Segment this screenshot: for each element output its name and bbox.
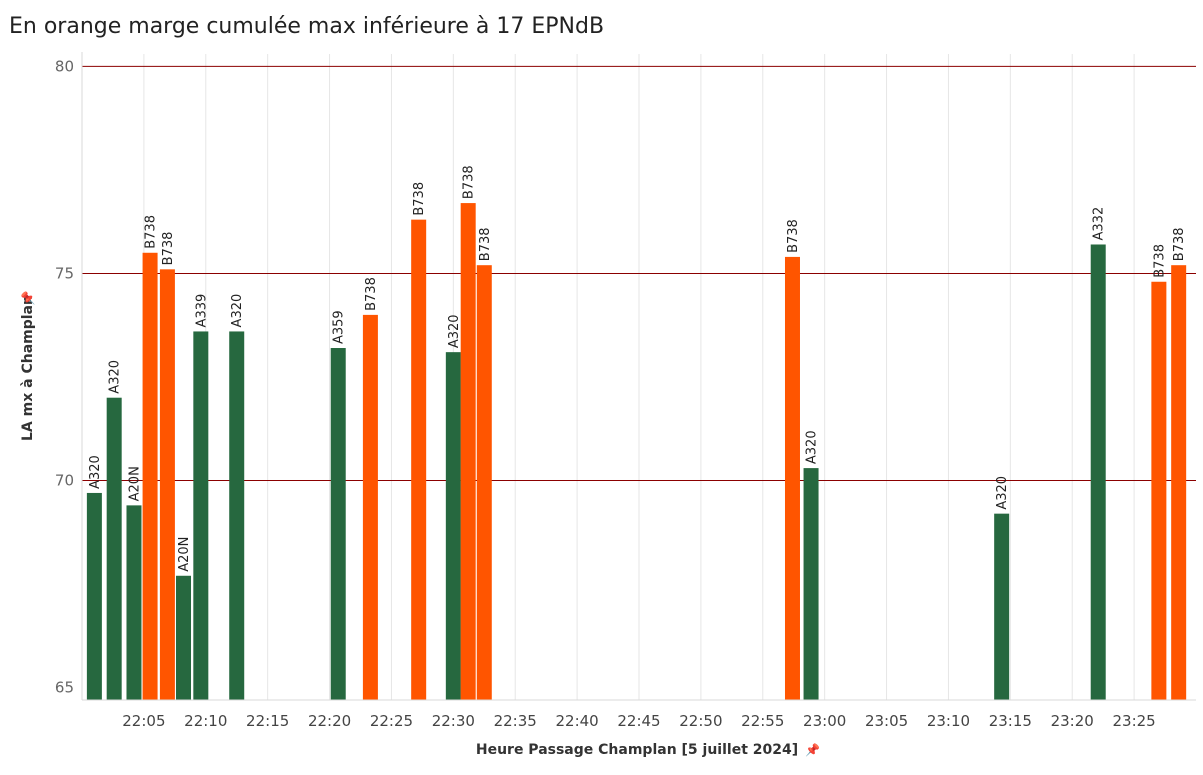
bar <box>106 397 122 700</box>
bar <box>1151 281 1167 700</box>
x-tick-label: 23:05 <box>865 712 908 730</box>
y-axis-title: LA mx à Champlan <box>20 295 36 441</box>
x-tick-label: 22:15 <box>246 712 289 730</box>
bar-label: A339 <box>194 294 209 328</box>
bar-label: A320 <box>447 314 462 348</box>
x-tick-label: 23:15 <box>989 712 1032 730</box>
bar <box>175 575 191 700</box>
bar <box>142 252 158 700</box>
x-tick-label: 22:45 <box>617 712 660 730</box>
x-tick-label: 23:25 <box>1112 712 1155 730</box>
bar <box>1090 244 1106 700</box>
x-tick-label: 23:10 <box>927 712 970 730</box>
bar <box>229 331 245 700</box>
bar <box>994 513 1010 700</box>
bar-label: A320 <box>995 476 1010 510</box>
bar-label: A20N <box>177 537 192 572</box>
bar <box>411 219 427 700</box>
bar-label: B738 <box>1152 244 1167 278</box>
x-axis-title: Heure Passage Champlan [5 juillet 2024] <box>476 742 798 758</box>
bar-label: A320 <box>230 294 245 328</box>
grid <box>143 54 1135 700</box>
x-tick-label: 22:20 <box>308 712 351 730</box>
y-tick-label: 75 <box>55 264 74 282</box>
bar <box>362 314 378 700</box>
x-tick-label: 22:50 <box>679 712 722 730</box>
x-tick-label: 22:10 <box>184 712 227 730</box>
reference-lines <box>82 65 1196 482</box>
bar <box>476 265 492 700</box>
bar <box>803 468 819 700</box>
chart-title: En orange marge cumulée max inférieure à… <box>9 14 605 39</box>
bar-label: B738 <box>786 219 801 253</box>
bar-label: B738 <box>412 182 427 216</box>
x-tick-label: 23:20 <box>1051 712 1094 730</box>
x-tick-label: 22:55 <box>741 712 784 730</box>
bar-label: A332 <box>1092 207 1107 241</box>
bar <box>445 352 461 700</box>
bars <box>86 203 1187 701</box>
x-tick-label: 23:00 <box>803 712 846 730</box>
y-axis-pin-icon[interactable]: 📌 <box>20 290 35 305</box>
bar-label: A320 <box>108 360 123 394</box>
x-tick-label: 22:35 <box>494 712 537 730</box>
bar <box>159 269 175 700</box>
bar-label: B738 <box>462 165 477 199</box>
x-axis-pin-icon[interactable]: 📌 <box>805 742 820 757</box>
x-tick-label: 22:05 <box>122 712 165 730</box>
bar-label: B738 <box>364 277 379 311</box>
bar <box>784 256 800 700</box>
bar-label: A320 <box>805 430 820 464</box>
x-tick-label: 22:40 <box>555 712 598 730</box>
bar-label: A359 <box>332 310 347 344</box>
bar <box>1171 265 1187 700</box>
y-tick-label: 65 <box>55 679 74 697</box>
bar <box>460 203 476 701</box>
axes: 65 70 75 80 22:05 22:10 22:15 22:20 22:25 22:30 22… <box>55 52 1196 730</box>
x-tick-label: 22:30 <box>432 712 475 730</box>
x-tick-label: 22:25 <box>370 712 413 730</box>
bar <box>330 348 346 700</box>
bar-label: B738 <box>144 215 159 249</box>
bar <box>126 505 142 700</box>
bar-label: B738 <box>478 227 493 261</box>
y-tick-label: 80 <box>55 57 74 75</box>
bar-label: A20N <box>127 466 142 501</box>
y-tick-label: 70 <box>55 472 74 490</box>
bar-label: A320 <box>88 455 103 489</box>
bar-label: B738 <box>1172 227 1187 261</box>
bar-label: B738 <box>161 232 176 266</box>
bar <box>193 331 209 700</box>
bar <box>86 492 102 700</box>
